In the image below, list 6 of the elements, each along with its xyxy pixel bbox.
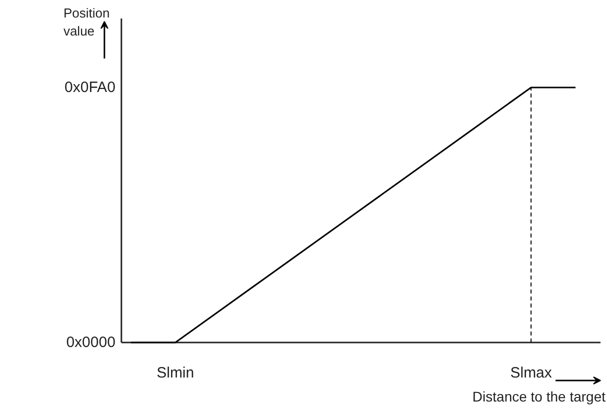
x-tick-label: Slmax xyxy=(510,364,552,382)
y-axis-title: Position value xyxy=(63,6,110,38)
text: 0x0000 xyxy=(66,334,116,351)
text: 0x0FA0 xyxy=(64,79,116,96)
x-axis-title: Distance to the target xyxy=(472,388,606,404)
x-tick-label: Slmin xyxy=(156,364,194,382)
